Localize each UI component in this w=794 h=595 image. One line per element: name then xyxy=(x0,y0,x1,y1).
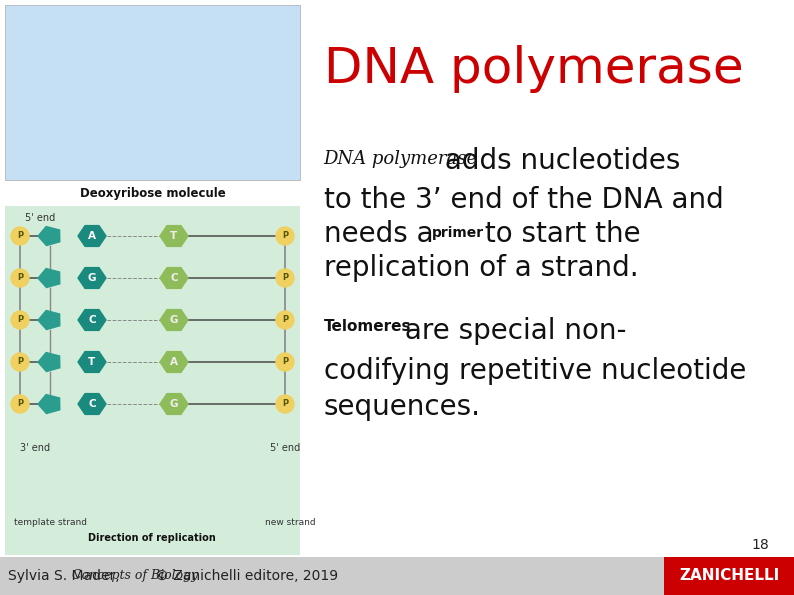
Text: ZANICHELLI: ZANICHELLI xyxy=(679,568,779,584)
Circle shape xyxy=(11,269,29,287)
Text: P: P xyxy=(17,231,23,240)
Text: P: P xyxy=(17,315,23,324)
Text: 5' end: 5' end xyxy=(25,213,55,223)
Circle shape xyxy=(276,395,294,413)
Text: P: P xyxy=(282,358,288,367)
Circle shape xyxy=(276,353,294,371)
Polygon shape xyxy=(160,394,188,414)
Text: G: G xyxy=(170,399,178,409)
Text: P: P xyxy=(282,315,288,324)
Text: Direction of replication: Direction of replication xyxy=(88,533,216,543)
Text: Telomeres: Telomeres xyxy=(324,319,411,334)
Text: G: G xyxy=(88,273,96,283)
Text: P: P xyxy=(282,399,288,409)
Text: 3' end: 3' end xyxy=(20,443,50,453)
Text: new strand: new strand xyxy=(264,518,315,527)
Text: primer: primer xyxy=(432,226,484,240)
Text: © Zanichelli editore, 2019: © Zanichelli editore, 2019 xyxy=(155,569,338,583)
Polygon shape xyxy=(38,311,60,330)
Text: Sylvia S. Mader,: Sylvia S. Mader, xyxy=(8,569,124,583)
Polygon shape xyxy=(78,309,106,330)
Polygon shape xyxy=(78,226,106,246)
Text: Deoxyribose molecule: Deoxyribose molecule xyxy=(79,187,225,201)
Text: 18: 18 xyxy=(751,538,769,552)
Bar xyxy=(0,557,794,595)
Polygon shape xyxy=(78,352,106,372)
Polygon shape xyxy=(38,352,60,371)
Polygon shape xyxy=(38,227,60,246)
Text: C: C xyxy=(88,399,96,409)
Text: sequences.: sequences. xyxy=(324,393,480,421)
Bar xyxy=(664,557,794,595)
Circle shape xyxy=(276,227,294,245)
Circle shape xyxy=(11,353,29,371)
Bar xyxy=(5,5,300,180)
Polygon shape xyxy=(160,226,188,246)
Text: are special non-: are special non- xyxy=(395,317,626,345)
Text: P: P xyxy=(282,231,288,240)
Text: needs a: needs a xyxy=(324,220,442,248)
Polygon shape xyxy=(38,394,60,414)
Text: A: A xyxy=(170,357,178,367)
Text: G: G xyxy=(170,315,178,325)
Bar xyxy=(5,206,300,555)
Circle shape xyxy=(11,311,29,329)
Text: codifying repetitive nucleotide: codifying repetitive nucleotide xyxy=(324,357,746,385)
Polygon shape xyxy=(38,268,60,287)
Polygon shape xyxy=(160,268,188,289)
Polygon shape xyxy=(160,352,188,372)
Text: template strand: template strand xyxy=(13,518,87,527)
Circle shape xyxy=(11,227,29,245)
Text: Concepts of Biology: Concepts of Biology xyxy=(72,569,198,583)
Circle shape xyxy=(276,269,294,287)
Text: P: P xyxy=(17,358,23,367)
Text: DNA polymerase: DNA polymerase xyxy=(324,150,478,168)
Polygon shape xyxy=(78,268,106,289)
Polygon shape xyxy=(160,309,188,330)
Text: C: C xyxy=(88,315,96,325)
Text: T: T xyxy=(171,231,178,241)
Text: P: P xyxy=(17,399,23,409)
Text: T: T xyxy=(88,357,95,367)
Text: A: A xyxy=(88,231,96,241)
Text: adds nucleotides: adds nucleotides xyxy=(436,147,680,175)
Text: to start the: to start the xyxy=(476,220,640,248)
Polygon shape xyxy=(78,394,106,414)
Text: C: C xyxy=(170,273,178,283)
Text: DNA polymerase: DNA polymerase xyxy=(324,45,743,93)
Text: P: P xyxy=(17,274,23,283)
Text: replication of a strand.: replication of a strand. xyxy=(324,254,638,282)
Text: P: P xyxy=(282,274,288,283)
Circle shape xyxy=(11,395,29,413)
Text: 5' end: 5' end xyxy=(270,443,300,453)
Circle shape xyxy=(276,311,294,329)
Text: to the 3’ end of the DNA and: to the 3’ end of the DNA and xyxy=(324,186,723,214)
